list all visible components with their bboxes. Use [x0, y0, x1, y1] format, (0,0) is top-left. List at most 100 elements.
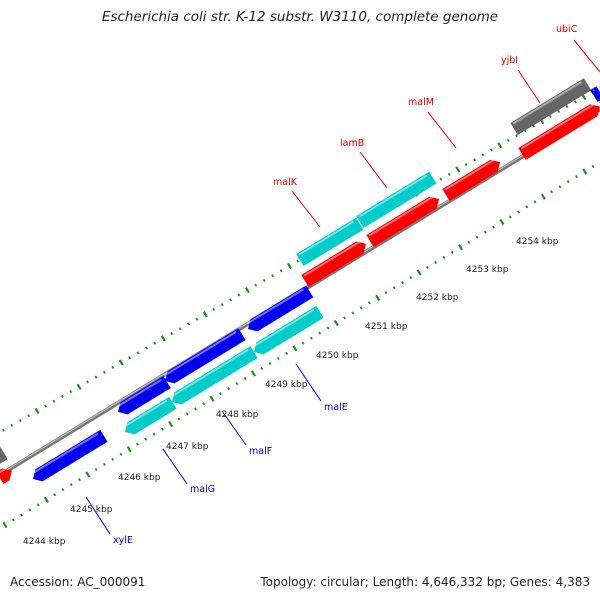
- tick-mark: [212, 307, 216, 312]
- tick-mark: [10, 423, 14, 427]
- gene-leader-line: [359, 151, 388, 189]
- gene-arrow-malE-upper: [246, 285, 314, 332]
- tick-mark: [18, 418, 22, 423]
- cds-block-malK: [296, 217, 364, 266]
- tick-mark: [43, 496, 49, 503]
- tick-mark: [119, 452, 123, 456]
- tick-mark: [128, 356, 132, 360]
- tick-mark: [318, 331, 322, 335]
- gene-label-yjbI: yjbI: [501, 55, 518, 66]
- tick-mark: [254, 283, 258, 287]
- gene-label-ubiC: ubiC: [556, 24, 578, 35]
- gene-label-xylE: xylE: [113, 535, 133, 546]
- tick-mark: [359, 306, 363, 310]
- tick-mark: [102, 370, 106, 374]
- tick-mark: [2, 521, 8, 529]
- gene-leader-line: [295, 363, 322, 402]
- gene-arrow-malM: [442, 159, 501, 201]
- tick-mark: [152, 432, 156, 436]
- tick-mark: [85, 471, 91, 478]
- cds-block-lamB: [356, 171, 437, 228]
- tick-mark: [565, 105, 569, 109]
- tick-mark: [34, 407, 40, 414]
- tick-mark: [76, 383, 82, 390]
- gene-label-malE: malE: [324, 402, 348, 413]
- tick-mark: [425, 265, 429, 270]
- tick-mark: [550, 190, 554, 194]
- tick-mark: [69, 483, 73, 487]
- tick-mark: [499, 218, 505, 226]
- tick-mark: [144, 346, 148, 350]
- tick-mark: [276, 356, 280, 360]
- tick-mark: [458, 244, 464, 251]
- backbone-line: [0, 106, 600, 478]
- gene-label-malM: malM: [408, 97, 434, 108]
- tick-mark: [271, 274, 275, 278]
- gene-label-malK: malK: [273, 177, 298, 188]
- tick-mark: [227, 387, 231, 391]
- accession-text: Accession: AC_000091: [10, 575, 146, 589]
- cds-arrow-malG: [123, 396, 177, 435]
- gene-arrow-edge-forward: [0, 467, 12, 484]
- scale-tick-label: 4251 kbp: [365, 322, 408, 332]
- tick-mark: [525, 205, 529, 209]
- tick-mark: [447, 172, 451, 176]
- scale-tick-label: 4254 kbp: [516, 237, 559, 247]
- tick-mark: [581, 93, 587, 101]
- tick-mark: [416, 269, 422, 276]
- tick-mark: [286, 262, 292, 270]
- gene-leader-line: [221, 410, 247, 446]
- tick-mark: [508, 215, 512, 219]
- tick-mark: [464, 163, 468, 167]
- gene-arrow-malK: [301, 240, 366, 287]
- tick-mark: [235, 382, 239, 386]
- tick-mark: [473, 158, 476, 162]
- tick-mark: [11, 518, 15, 522]
- tick-mark: [194, 407, 197, 411]
- genome-backbone: [0, 106, 600, 478]
- gene-arrow-xylE: [31, 429, 108, 482]
- tick-mark: [591, 164, 595, 169]
- tick-mark: [237, 293, 241, 297]
- tick-mark: [351, 311, 355, 315]
- tick-mark: [375, 294, 381, 301]
- tick-mark: [343, 316, 347, 320]
- tick-mark: [574, 100, 577, 104]
- tick-mark: [497, 142, 503, 149]
- tick-mark: [178, 327, 182, 331]
- gene-leader-line: [517, 69, 541, 104]
- tick-mark: [202, 311, 208, 318]
- tick-mark: [434, 260, 438, 265]
- tick-mark: [566, 180, 570, 184]
- gene-leader-line: [162, 448, 188, 485]
- tick-mark: [170, 332, 174, 336]
- tick-mark: [202, 402, 206, 406]
- tick-mark: [243, 376, 247, 381]
- tick-mark: [268, 361, 272, 365]
- tick-mark: [250, 370, 256, 377]
- tick-mark: [326, 326, 330, 330]
- scale-tick-label: 4250 kbp: [316, 351, 359, 361]
- tick-mark: [28, 508, 32, 512]
- tick-mark: [262, 278, 266, 283]
- scale-tick-label: 4245 kbp: [70, 505, 113, 515]
- scale-tick-label: 4248 kbp: [216, 410, 259, 420]
- gene-label-malF: malF: [249, 446, 272, 457]
- tick-mark: [185, 412, 189, 416]
- tick-mark: [52, 399, 56, 403]
- tick-mark: [517, 210, 520, 214]
- tick-mark: [102, 462, 106, 466]
- scale-tick-label: 4244 kbp: [23, 537, 66, 547]
- feature-layer: [0, 78, 600, 484]
- gene-leader-line: [427, 111, 457, 149]
- tick-mark: [60, 394, 64, 398]
- tick-mark: [292, 345, 298, 352]
- tick-mark: [467, 240, 471, 244]
- tick-mark: [450, 250, 454, 254]
- tick-mark: [144, 437, 148, 441]
- tick-mark: [557, 109, 561, 114]
- tick-mark: [455, 166, 461, 173]
- tick-mark: [575, 175, 578, 179]
- tick-mark: [533, 200, 537, 204]
